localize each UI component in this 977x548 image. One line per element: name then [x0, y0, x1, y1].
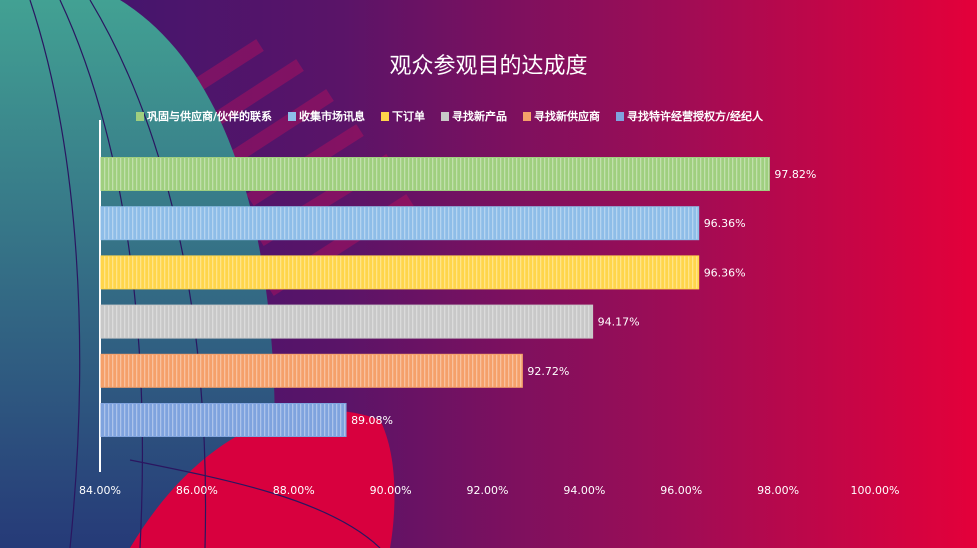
x-tick-label: 100.00%	[851, 484, 900, 497]
legend-swatch	[136, 111, 144, 121]
data-label: 92.72%	[527, 365, 569, 378]
legend: 巩固与供应商/伙伴的联系 收集市场讯息 下订单 寻找新产品 寻找新供应商 寻找特许经营授权…	[136, 108, 763, 124]
x-tick-label: 94.00%	[563, 484, 605, 497]
bar	[100, 353, 523, 388]
bar	[100, 157, 770, 191]
bar	[100, 206, 700, 241]
x-tick-label: 90.00%	[370, 484, 412, 497]
bar	[100, 403, 347, 437]
legend-label: 寻找特许经营授权方/经纪人	[627, 110, 764, 123]
legend-label: 下订单	[392, 110, 426, 123]
legend-label: 寻找新供应商	[534, 110, 601, 123]
legend-swatch	[381, 111, 390, 121]
x-tick-label: 92.00%	[467, 484, 509, 497]
legend-swatch	[523, 111, 532, 121]
data-label: 96.36%	[704, 217, 746, 230]
legend-swatch	[441, 111, 450, 121]
x-tick-label: 88.00%	[273, 484, 315, 497]
x-tick-label: 98.00%	[757, 484, 799, 497]
data-label: 96.36%	[704, 266, 746, 279]
chart-title: 观众参观目的达成度	[389, 54, 588, 79]
legend-item[interactable]: 寻找特许经营授权方/经纪人	[616, 108, 763, 124]
legend-item[interactable]: 寻找新供应商	[523, 108, 600, 124]
legend-swatch	[288, 111, 297, 121]
bar	[100, 304, 594, 339]
legend-item[interactable]: 收集市场讯息	[288, 108, 365, 124]
legend-swatch	[616, 111, 625, 121]
legend-item[interactable]: 下订单	[381, 108, 425, 124]
data-label: 94.17%	[598, 316, 640, 329]
bar	[100, 255, 700, 290]
legend-label: 巩固与供应商/伙伴的联系	[147, 110, 273, 123]
data-label: 89.08%	[351, 414, 393, 427]
legend-label: 收集市场讯息	[299, 110, 366, 123]
x-tick-label: 96.00%	[660, 484, 702, 497]
x-tick-label: 86.00%	[176, 484, 218, 497]
data-label: 97.82%	[774, 168, 816, 181]
legend-item[interactable]: 巩固与供应商/伙伴的联系	[136, 108, 272, 124]
legend-item[interactable]: 寻找新产品	[441, 108, 507, 124]
legend-label: 寻找新产品	[452, 110, 508, 123]
x-tick-label: 84.00%	[79, 484, 121, 497]
